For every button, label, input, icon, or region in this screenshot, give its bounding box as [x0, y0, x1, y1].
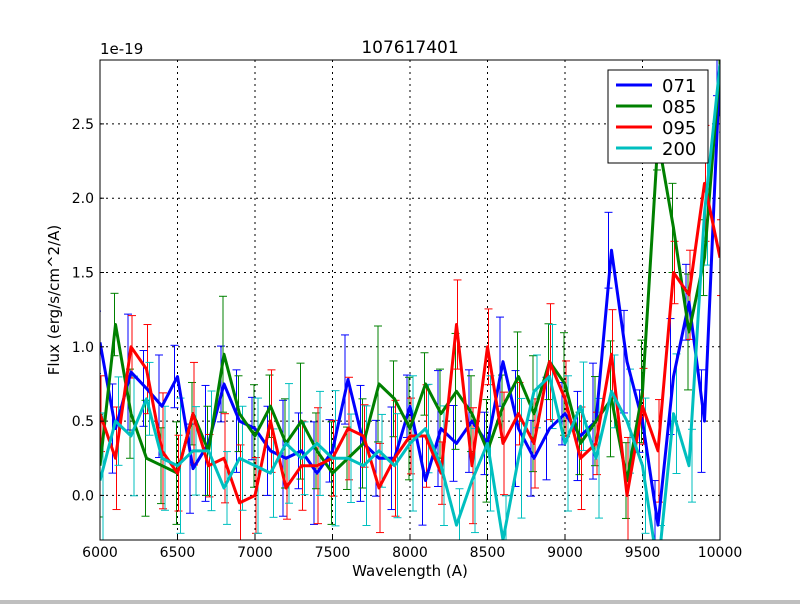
x-tick-label: 9000	[547, 545, 583, 561]
y-axis-label: Flux (erg/s/cm^2/A)	[45, 225, 63, 376]
y-tick-label: 0.0	[72, 488, 94, 504]
legend-label: 085	[662, 97, 696, 118]
x-tick-label: 9500	[625, 545, 661, 561]
x-tick-label: 7000	[237, 545, 273, 561]
legend-label: 095	[662, 118, 696, 139]
y-offset-text: 1e-19	[100, 40, 143, 58]
y-tick-label: 1.5	[72, 266, 94, 282]
x-tick-label: 6500	[160, 545, 196, 561]
x-tick-label: 8500	[470, 545, 506, 561]
y-tick-label: 0.5	[72, 414, 94, 430]
chart-title: 107617401	[361, 38, 458, 58]
x-tick-label: 8000	[392, 545, 428, 561]
x-tick-label: 10000	[698, 545, 743, 561]
x-axis-label: Wavelength (A)	[352, 562, 468, 580]
y-tick-label: 1.0	[72, 340, 94, 356]
y-tick-label: 2.5	[72, 117, 94, 133]
legend-label: 071	[662, 76, 696, 97]
x-tick-label: 7500	[315, 545, 351, 561]
legend-label: 200	[662, 139, 696, 160]
x-tick-label: 6000	[82, 545, 118, 561]
y-tick-label: 2.0	[72, 191, 94, 207]
ticks: 6000 6500 7000 7500 8000 8500 9000 9500 10000 0.0…	[72, 117, 743, 561]
